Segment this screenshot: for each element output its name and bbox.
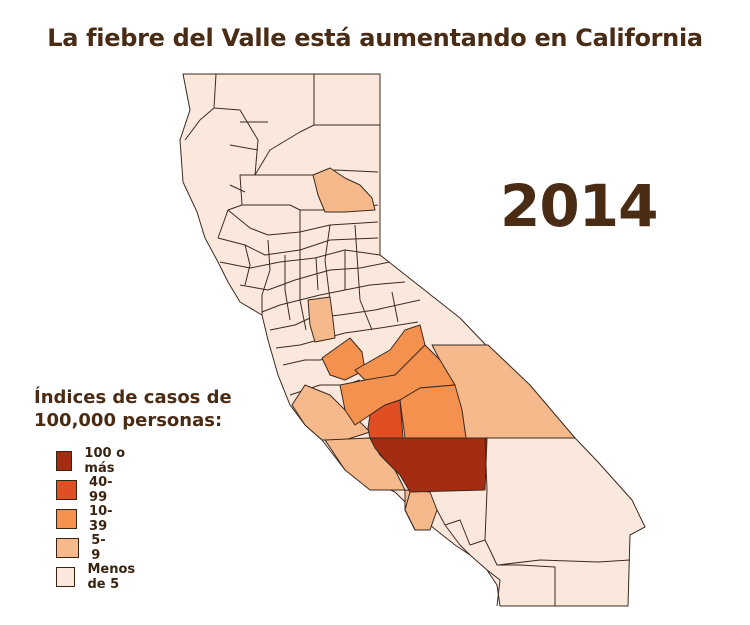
legend-item-40-99: 40-99 [56,475,120,505]
legend-label: Menos de 5 [87,562,136,592]
county-borders-south [404,437,631,607]
legend-item-under-5: Menos de 5 [56,562,144,592]
county-5-9-north [312,167,376,213]
legend-label: 100 o más [84,446,125,476]
county-5-9-slo [291,384,371,441]
legend-swatch [56,509,78,529]
county-5-9-sj [307,296,336,343]
legend-title-line2: 100,000 personas: [34,410,223,431]
map-title: La fiebre del Valle está aumentando en C… [47,24,703,52]
legend-swatch [56,451,73,471]
legend-swatch [56,567,76,587]
legend-swatch [56,538,80,558]
legend-label: 5-9 [91,533,106,563]
legend-item-10-39: 10-39 [56,504,120,534]
legend-label: 40-99 [89,475,113,505]
county-100plus-kern [369,437,488,493]
legend-title-line1: Índices de casos de [34,387,232,408]
legend-item-100plus: 100 o más [56,446,126,476]
legend-title: Índices de casos de 100,000 personas: [34,386,232,432]
legend-item-5-9: 5-9 [56,533,110,563]
legend-swatch [56,480,78,500]
legend-label: 10-39 [89,504,113,534]
year-label: 2014 [500,172,658,240]
